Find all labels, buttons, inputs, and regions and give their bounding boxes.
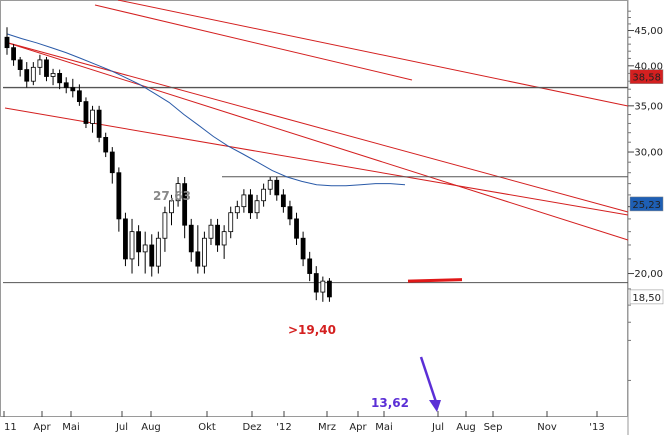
candle-body	[30, 66, 36, 82]
candle-body	[280, 194, 286, 208]
candle-body	[195, 251, 201, 267]
trend-line	[4, 107, 629, 216]
x-tick-label: Jul	[115, 422, 128, 433]
price-badge-label: 18,50	[632, 293, 661, 304]
candle-body	[83, 101, 89, 124]
annotation-label: >19,40	[288, 323, 336, 337]
candle-body	[129, 231, 135, 260]
candle-body	[24, 69, 30, 82]
moving-average-line	[6, 33, 406, 187]
candle-body	[241, 194, 247, 208]
candle-body	[76, 90, 82, 102]
candle-body	[136, 231, 142, 253]
candle-body	[44, 59, 49, 77]
candle-body	[201, 237, 207, 267]
price-badge	[629, 69, 664, 84]
candle-body	[287, 206, 293, 220]
candle-body	[188, 224, 194, 253]
candle-body	[96, 109, 102, 138]
y-tick-label: 45,00	[634, 26, 663, 37]
candle-body	[103, 137, 109, 153]
candle-body	[169, 200, 174, 214]
candle-body	[116, 172, 122, 220]
candle-body	[294, 218, 299, 239]
annotation-label: 13,62	[371, 396, 409, 410]
trend-line	[4, 41, 629, 213]
candle-body	[300, 237, 306, 260]
candle-body	[254, 200, 260, 214]
x-tick-label: '13	[589, 422, 604, 433]
candle-body	[63, 82, 69, 88]
candle-body	[320, 280, 326, 293]
candle-body	[208, 224, 214, 239]
candle-body	[234, 206, 240, 214]
candle-body	[11, 47, 16, 61]
price-badges: 38,58 25,23 18,50	[629, 69, 664, 305]
x-tick-label: Nov	[537, 422, 557, 433]
x-tick-label: Sep	[484, 422, 503, 433]
candle-body	[162, 212, 168, 239]
candle-body	[155, 237, 161, 267]
plot-border	[0, 0, 628, 417]
candle-body	[313, 273, 319, 293]
candle-body	[248, 194, 253, 214]
candle-body	[215, 224, 220, 246]
candle-body	[175, 183, 181, 202]
y-tick-label: 40,00	[634, 61, 663, 72]
x-tick-label: Jul	[431, 422, 444, 433]
candle-body	[90, 109, 95, 124]
x-tick-label: Mai	[375, 422, 393, 433]
annotations: 27,63 >19,40 13,62	[153, 189, 409, 410]
projection-marks	[407, 278, 463, 412]
candle-body	[221, 231, 227, 246]
projection-arrow-head	[429, 400, 441, 412]
candle-body	[182, 183, 188, 226]
price-badge	[629, 289, 664, 305]
candle-body	[37, 59, 43, 68]
annotation-label: 27,63	[153, 189, 191, 203]
x-tick-label: Aug	[141, 422, 161, 433]
x-tick-label: Apr	[33, 422, 51, 433]
projection-arrow-shaft	[419, 356, 438, 403]
y-tick-label: 30,00	[634, 148, 663, 159]
candle-body	[142, 244, 148, 253]
candle-body	[307, 258, 313, 274]
x-tick-label: Aug	[456, 422, 476, 433]
candle-body	[50, 73, 56, 77]
x-tick-label: '12	[276, 422, 291, 433]
candle-body	[70, 87, 76, 92]
trend-lines	[4, 0, 629, 241]
candle-body	[149, 244, 155, 267]
trend-line	[117, 0, 629, 107]
price-badge-label: 25,23	[632, 200, 661, 211]
candle-body	[109, 151, 115, 174]
x-axis: 11 Apr Mai Jul Aug Okt Dez '12 Mrz Apr Mai Jul Aug Se…	[3, 411, 605, 433]
candle-body	[267, 179, 273, 190]
moving-average	[6, 33, 406, 187]
price-badge	[629, 196, 664, 212]
y-tick-label: 35,00	[634, 101, 663, 112]
x-tick-label: Okt	[198, 422, 216, 433]
target-line	[407, 278, 463, 283]
x-tick-label: Mrz	[318, 422, 336, 433]
candles	[4, 27, 332, 302]
candle-body	[228, 212, 234, 233]
y-tick-label: 20,00	[634, 269, 663, 280]
x-tick-label: Dez	[242, 422, 261, 433]
trend-line	[4, 41, 629, 241]
candle-body	[57, 73, 63, 84]
x-tick-label: 11	[4, 422, 17, 433]
candle-body	[17, 59, 23, 70]
candle-body	[327, 280, 332, 298]
candle-body	[123, 218, 128, 260]
price-badge-label: 38,58	[632, 73, 661, 84]
x-tick-label: Mai	[62, 422, 80, 433]
candle-body	[4, 36, 10, 49]
candle-body	[274, 179, 280, 196]
candle-body	[261, 188, 267, 202]
trend-line	[94, 4, 413, 81]
x-tick-label: Apr	[349, 422, 367, 433]
